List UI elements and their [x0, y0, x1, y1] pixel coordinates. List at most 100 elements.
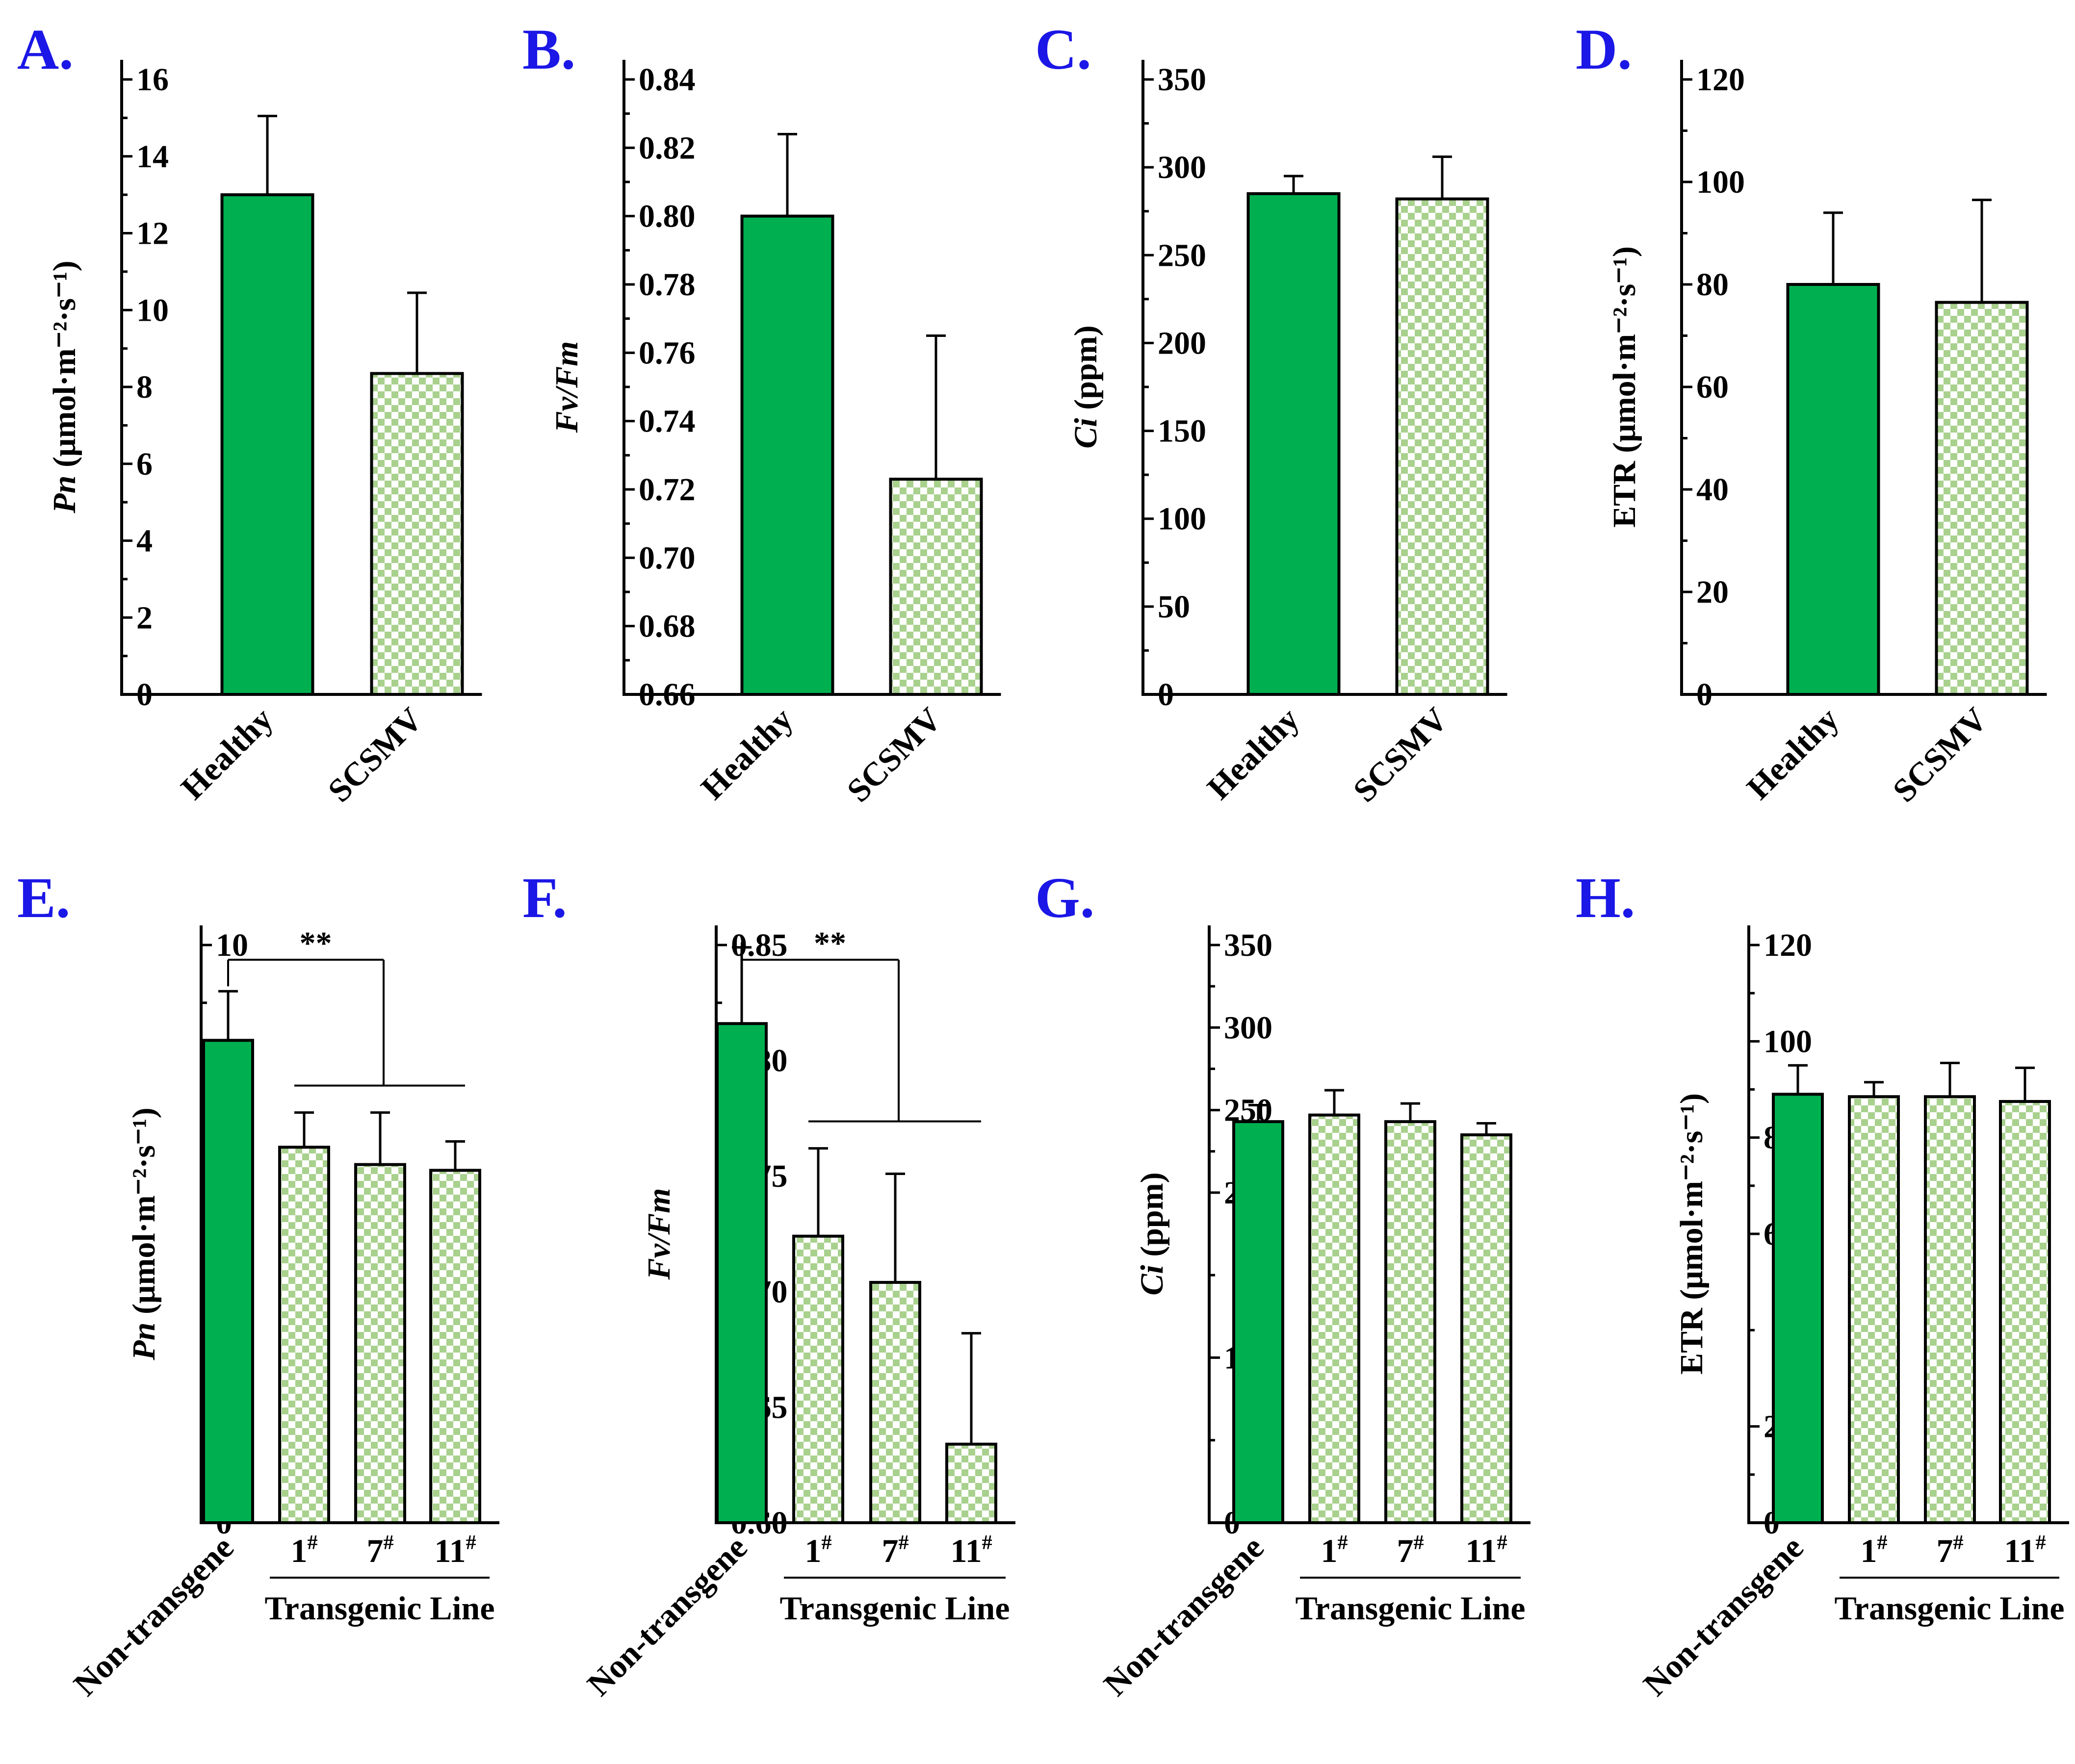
x-category-label: SCSMV	[1886, 700, 1995, 809]
y-tick-label: 0.70	[639, 540, 696, 576]
x-category-label: Healthy	[1200, 700, 1306, 807]
x-category-label: 7#	[367, 1532, 394, 1569]
panel-letter: D.	[1576, 17, 1632, 81]
y-axis-label-italic: Fv/Fm	[549, 341, 585, 433]
y-tick-label: 300	[1158, 150, 1206, 185]
y-tick-label: 0.82	[639, 130, 696, 166]
x-category-label: 1#	[1861, 1532, 1888, 1569]
panel-letter: E.	[17, 866, 70, 930]
y-axis-label-unit: (ppm)	[1134, 1172, 1170, 1265]
category-superscript: #	[1953, 1532, 1964, 1554]
x-category-label: 7#	[882, 1532, 909, 1569]
bar	[1935, 301, 2029, 696]
y-tick-label: 10	[216, 927, 248, 963]
bar	[1395, 197, 1489, 696]
category-superscript: #	[822, 1532, 832, 1554]
x-category-label: SCSMV	[321, 700, 430, 809]
group-label: Transgenic Line	[1295, 1589, 1525, 1627]
chart-panel-a: A. 0 2 4 6 8 10 12 14 16 Pn (μmol·m⁻²·s⁻¹) Healthy S…	[17, 17, 482, 809]
significance-label: **	[814, 925, 846, 961]
x-category-label: 11#	[950, 1532, 992, 1569]
bar	[354, 1163, 406, 1524]
bar	[869, 1280, 921, 1524]
bar	[889, 478, 983, 696]
y-axis-label-unit: ETR (μmol·m⁻²·s⁻¹)	[1607, 246, 1642, 528]
category-superscript: #	[1338, 1532, 1348, 1554]
bar	[1460, 1133, 1512, 1524]
group-label: Transgenic Line	[264, 1589, 494, 1627]
x-category-label: Healthy	[694, 700, 800, 807]
panel-letter: B.	[522, 17, 575, 81]
y-tick-label: 0.72	[639, 472, 696, 508]
x-category-label: SCSMV	[1346, 700, 1455, 809]
panel-letter: H.	[1576, 866, 1635, 930]
chart-panel-b: B. 0.66 0.68 0.70 0.72 0.74 0.76 0.78 0.80 0.82 0.…	[522, 17, 1001, 809]
bar	[220, 193, 314, 696]
bar	[945, 1442, 997, 1524]
bar	[1246, 192, 1341, 696]
bar	[740, 214, 834, 696]
bar	[1308, 1113, 1360, 1524]
x-category-label: 11#	[2004, 1532, 2046, 1569]
y-tick-label: 50	[1158, 589, 1190, 625]
category-superscript: #	[982, 1532, 992, 1554]
y-tick-label: 0	[1696, 677, 1712, 713]
x-category-label: Non-transgene	[580, 1529, 754, 1703]
y-tick-label: 0.66	[639, 677, 696, 713]
category-superscript: #	[308, 1532, 318, 1554]
panels: A. 0 2 4 6 8 10 12 14 16 Pn (μmol·m⁻²·s⁻¹) Healthy S…	[17, 17, 2069, 1703]
y-axis-label-italic: Pn	[126, 1323, 162, 1361]
y-tick-label: 60	[1696, 369, 1729, 405]
y-tick-label: 16	[136, 62, 169, 98]
significance-label: **	[300, 925, 332, 961]
category-superscript: #	[2036, 1532, 2046, 1554]
x-category-label: 7#	[1397, 1532, 1424, 1569]
y-tick-label: 350	[1224, 927, 1272, 963]
y-axis-label: Fv/Fm	[549, 341, 585, 433]
y-axis-label: Pn (μmol·m⁻²·s⁻¹)	[126, 1107, 162, 1360]
y-tick-label: 80	[1696, 267, 1729, 303]
y-tick-label: 100	[1696, 164, 1745, 200]
x-category-label: 7#	[1937, 1532, 1964, 1569]
y-tick-label: 300	[1224, 1010, 1272, 1046]
bar	[278, 1146, 330, 1525]
y-axis-label-unit: ETR (μmol·m⁻²·s⁻¹)	[1674, 1093, 1710, 1375]
y-tick-label: 0.80	[639, 199, 696, 234]
chart-panel-c: C. 0 50 100 150 200 250 300 350 Ci (ppm) Healthy SC…	[1035, 17, 1507, 809]
chart-panel-g: G.0100200250300350Ci (ppm)Non-transgene1…	[1035, 866, 1530, 1703]
y-axis-label: ETR (μmol·m⁻²·s⁻¹)	[1607, 246, 1642, 528]
y-tick-label: 4	[136, 523, 153, 559]
bar	[429, 1169, 481, 1524]
y-tick-label: 0.78	[639, 267, 696, 303]
category-superscript: #	[1497, 1532, 1507, 1554]
y-tick-label: 250	[1158, 237, 1206, 273]
bar	[370, 372, 464, 696]
y-axis-label-unit: (ppm)	[1068, 325, 1104, 418]
y-tick-label: 120	[1696, 62, 1745, 98]
y-tick-label: 120	[1764, 927, 1812, 963]
x-category-label: Non-transgene	[66, 1529, 241, 1703]
bar	[1384, 1120, 1436, 1524]
y-tick-label: 12	[136, 216, 169, 252]
group-label: Transgenic Line	[779, 1589, 1010, 1627]
y-tick-label: 0.85	[731, 927, 788, 963]
bar	[1232, 1120, 1284, 1524]
y-tick-label: 8	[136, 369, 153, 405]
y-axis-label-italic: Ci	[1134, 1265, 1170, 1296]
x-category-label: Non-transgene	[1636, 1529, 1811, 1703]
bar	[1772, 1093, 1824, 1524]
x-category-label: SCSMV	[840, 700, 949, 809]
y-tick-label: 0.84	[639, 62, 696, 98]
group-label: Transgenic Line	[1834, 1589, 2064, 1627]
bar	[1786, 283, 1880, 696]
y-tick-label: 350	[1158, 62, 1206, 98]
chart-panel-h: H.0206080100120ETR (μmol·m⁻²·s⁻¹)Non-tra…	[1576, 866, 2069, 1703]
x-category-label: 1#	[805, 1532, 832, 1569]
panel-letter: F.	[522, 866, 567, 930]
panel-letter: A.	[17, 17, 74, 81]
category-superscript: #	[1877, 1532, 1888, 1554]
x-category-label: 1#	[291, 1532, 318, 1569]
y-tick-label: 0.74	[639, 404, 696, 439]
x-category-label: 11#	[434, 1532, 476, 1569]
